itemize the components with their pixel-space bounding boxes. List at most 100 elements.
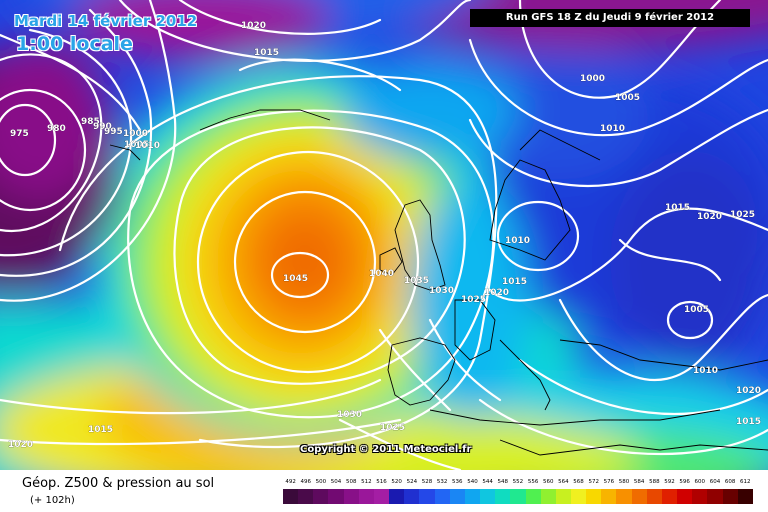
isobar-label: 990 — [93, 122, 112, 132]
legend-value: 508 — [345, 479, 357, 485]
legend-swatch — [737, 489, 753, 504]
isobar-label: 1010 — [600, 124, 625, 134]
isobar-label: 1040 — [369, 269, 394, 279]
legend-value: 544 — [482, 479, 493, 485]
legend-value: 600 — [694, 479, 706, 485]
legend-swatch — [404, 489, 420, 504]
legend-value: 588 — [649, 479, 660, 485]
legend-value: 584 — [633, 479, 645, 485]
forecast-date: Mardi 14 février 2012 — [14, 12, 198, 30]
legend-swatch — [313, 489, 329, 504]
legend-swatch — [510, 489, 526, 504]
legend-value: 580 — [618, 479, 630, 485]
legend-value: 552 — [512, 479, 524, 485]
legend-swatch — [358, 489, 374, 504]
legend-swatch — [328, 489, 344, 504]
isobar-label: 1015 — [736, 417, 761, 427]
isobar-label: 1010 — [505, 236, 530, 246]
legend-swatch — [283, 489, 299, 504]
legend-swatch — [555, 489, 571, 504]
legend-swatch — [373, 489, 390, 504]
isobar-label: 1030 — [337, 410, 362, 420]
legend-value: 492 — [285, 479, 296, 485]
isobar-label: 1020 — [484, 288, 509, 298]
legend-value: 592 — [664, 479, 675, 485]
legend-value: 596 — [679, 479, 690, 485]
isobar-label: 1020 — [241, 21, 266, 31]
color-legend: 492 496 500 504 508 512 516 520 524 528 532 536 540 5… — [283, 476, 753, 510]
legend-value: 604 — [709, 479, 721, 485]
legend-value: 496 — [300, 479, 311, 485]
forecast-offset: (+ 102h) — [30, 495, 75, 506]
isobar-labels: 1020 1015 975 980 985 990 995 1000 1005 … — [8, 21, 761, 450]
isobar-label: 1010 — [693, 366, 718, 376]
isobar-label: 1005 — [124, 140, 149, 150]
isobar-label: 1015 — [502, 277, 527, 287]
legend-swatch — [540, 489, 556, 504]
legend-value: 612 — [740, 479, 751, 485]
legend-value: 512 — [361, 479, 372, 485]
isobar-label: 980 — [47, 124, 66, 134]
coastlines — [109, 109, 768, 456]
legend-value: 520 — [391, 479, 402, 485]
isobar-label: 1030 — [429, 286, 454, 296]
isobar-label: 1045 — [283, 274, 308, 284]
legend-value: 556 — [527, 479, 539, 485]
legend-value: 560 — [542, 479, 554, 485]
legend-swatch — [570, 489, 587, 504]
legend-value: 500 — [315, 479, 327, 485]
legend-value: 572 — [588, 479, 599, 485]
legend-swatch — [525, 489, 541, 504]
legend-swatch — [707, 489, 723, 504]
isobar-label: 985 — [81, 117, 100, 127]
copyright-notice: Copyright © 2011 Meteociel.fr — [300, 444, 472, 455]
model-run-label: Run GFS 18 Z du Jeudi 9 février 2012 — [470, 9, 750, 27]
isobar-label: 1020 — [736, 386, 761, 396]
legend-swatch — [419, 489, 435, 504]
geopotential-field — [0, 0, 768, 470]
legend-colors — [283, 489, 753, 504]
isobar-lines — [0, 0, 768, 470]
legend-value: 528 — [421, 479, 433, 485]
legend-value: 536 — [452, 479, 463, 485]
legend-swatch — [586, 489, 602, 504]
legend-value: 504 — [330, 479, 342, 485]
isobar-label: 1010 — [135, 141, 160, 151]
isobar-label: 1005 — [684, 305, 709, 315]
legend-value: 524 — [406, 479, 418, 485]
legend-value: 568 — [573, 479, 584, 485]
legend-swatch — [449, 489, 465, 504]
isobar-label: 1025 — [461, 295, 486, 305]
isobar-label: 1020 — [8, 440, 33, 450]
legend-swatch — [389, 489, 405, 504]
isobar-label: 975 — [10, 129, 29, 139]
forecast-time: 1:00 locale — [16, 33, 133, 55]
legend-value: 532 — [436, 479, 448, 485]
legend-swatch — [722, 489, 738, 504]
isobar-label: 995 — [104, 127, 123, 137]
legend-swatch — [480, 489, 496, 504]
legend-value: 548 — [497, 479, 509, 485]
legend-swatch — [692, 489, 708, 504]
isobar-label: 1015 — [254, 48, 279, 58]
isobar-label: 1015 — [88, 425, 113, 435]
isobar-label: 1020 — [697, 212, 722, 222]
isobar-label: 1000 — [123, 129, 148, 139]
footer-bar: Géop. Z500 & pression au sol (+ 102h) 49… — [0, 470, 768, 512]
map-title: Géop. Z500 & pression au sol — [22, 476, 215, 491]
legend-swatch — [631, 489, 647, 504]
weather-map: 1020 1015 975 980 985 990 995 1000 1005 … — [0, 0, 768, 470]
legend-swatch — [661, 489, 678, 504]
legend-value: 516 — [376, 479, 387, 485]
legend-swatch — [646, 489, 662, 504]
legend-swatch — [677, 489, 693, 504]
legend-swatch — [343, 489, 359, 504]
legend-swatch — [434, 489, 450, 504]
isobar-label: 1005 — [615, 93, 640, 103]
legend-value: 540 — [467, 479, 478, 485]
isobar-label: 1025 — [730, 210, 755, 220]
isobar-label: 1015 — [665, 203, 690, 213]
map-canvas: 1020 1015 975 980 985 990 995 1000 1005 … — [0, 0, 768, 470]
legend-value: 564 — [558, 479, 569, 485]
legend-value: 608 — [724, 479, 736, 485]
